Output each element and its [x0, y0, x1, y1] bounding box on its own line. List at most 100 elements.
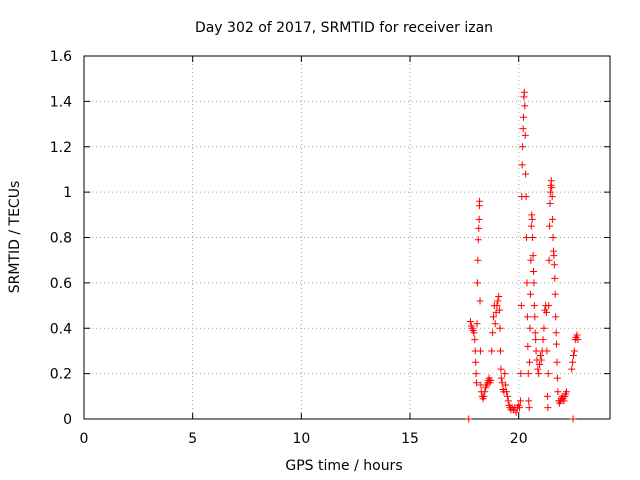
data-point — [537, 356, 545, 364]
data-point — [474, 256, 482, 264]
data-point — [495, 292, 503, 300]
data-point — [549, 215, 557, 223]
data-point — [472, 358, 480, 366]
data-point — [521, 102, 529, 110]
data-point — [503, 392, 511, 400]
data-point — [476, 297, 484, 305]
data-point — [550, 252, 558, 260]
data-point — [563, 388, 571, 396]
data-point — [504, 397, 512, 405]
data-point — [526, 290, 534, 298]
y-tick-label: 1.4 — [50, 94, 72, 110]
data-point — [568, 365, 576, 373]
data-point — [496, 347, 504, 355]
data-point — [569, 358, 577, 366]
data-point — [536, 361, 544, 369]
data-point — [475, 215, 483, 223]
data-point — [473, 320, 481, 328]
data-point — [473, 379, 481, 387]
y-tick-label: 0.8 — [50, 231, 72, 247]
data-point — [545, 256, 553, 264]
axis-ticks — [83, 55, 610, 420]
data-point — [516, 397, 524, 405]
data-point — [476, 197, 484, 205]
data-point — [488, 347, 496, 355]
data-point — [501, 370, 509, 378]
data-point — [476, 347, 484, 355]
data-point — [569, 351, 577, 359]
data-point — [546, 188, 554, 196]
x-tick-label: 10 — [292, 431, 310, 447]
data-point — [547, 177, 555, 185]
data-point — [519, 143, 527, 151]
data-point — [496, 324, 504, 332]
data-point — [517, 302, 525, 310]
data-point — [517, 370, 525, 378]
data-point — [570, 347, 578, 355]
data-point — [503, 388, 511, 396]
y-tick-label: 1.6 — [50, 49, 72, 65]
data-point — [518, 161, 526, 169]
data-point — [546, 199, 554, 207]
data-point — [489, 313, 497, 321]
data-point — [529, 268, 537, 276]
data-point — [523, 234, 531, 241]
data-point — [525, 404, 533, 412]
data-point — [526, 358, 534, 366]
data-point — [481, 388, 489, 396]
data-point — [524, 370, 532, 378]
x-axis-label: GPS time / hours — [285, 458, 402, 474]
data-point — [473, 279, 481, 287]
data-point — [551, 290, 559, 298]
x-tick-label: 5 — [188, 431, 197, 447]
data-point — [554, 388, 562, 396]
data-point — [487, 376, 495, 384]
y-tick-label: 0.6 — [50, 276, 72, 292]
data-point — [525, 397, 533, 405]
data-point — [489, 329, 497, 337]
data-point — [512, 408, 520, 416]
data-point — [523, 279, 531, 287]
data-point — [465, 415, 473, 423]
data-point — [516, 404, 524, 412]
x-tick-label: 15 — [401, 431, 419, 447]
y-tick-label: 0 — [63, 412, 72, 428]
data-point — [548, 184, 556, 192]
y-axis-label: SRMTID / TECUs — [7, 181, 23, 294]
data-point — [496, 306, 504, 314]
data-point — [551, 274, 559, 282]
data-point — [531, 329, 539, 337]
data-point — [569, 415, 577, 423]
data-point — [573, 331, 581, 339]
data-point — [491, 320, 499, 328]
tick-labels: 0 5 10 15 20 0 0.2 0.4 0.6 0.8 1 1.2 1.4 1.6 — [50, 49, 528, 447]
data-point — [543, 392, 551, 400]
data-point — [532, 336, 540, 344]
data-point — [521, 131, 529, 139]
data-point — [475, 224, 483, 232]
data-point — [527, 222, 535, 230]
data-point — [529, 234, 537, 241]
data-point — [527, 256, 535, 264]
data-point — [530, 279, 538, 287]
data-point — [502, 381, 510, 389]
data-point — [526, 324, 534, 332]
data-point — [523, 313, 531, 321]
grid-lines — [84, 56, 610, 419]
data-point — [470, 329, 478, 337]
data-point — [560, 397, 568, 405]
data-point — [480, 392, 488, 400]
data-point — [531, 313, 539, 321]
data-points — [465, 88, 582, 423]
data-point — [472, 370, 480, 378]
data-point — [553, 358, 561, 366]
data-point — [494, 297, 502, 305]
y-tick-label: 0.2 — [50, 367, 72, 383]
data-point — [532, 347, 540, 355]
data-point — [536, 351, 544, 359]
data-point — [544, 370, 552, 378]
data-point — [466, 317, 474, 325]
data-point — [552, 329, 560, 337]
data-point — [474, 236, 482, 244]
